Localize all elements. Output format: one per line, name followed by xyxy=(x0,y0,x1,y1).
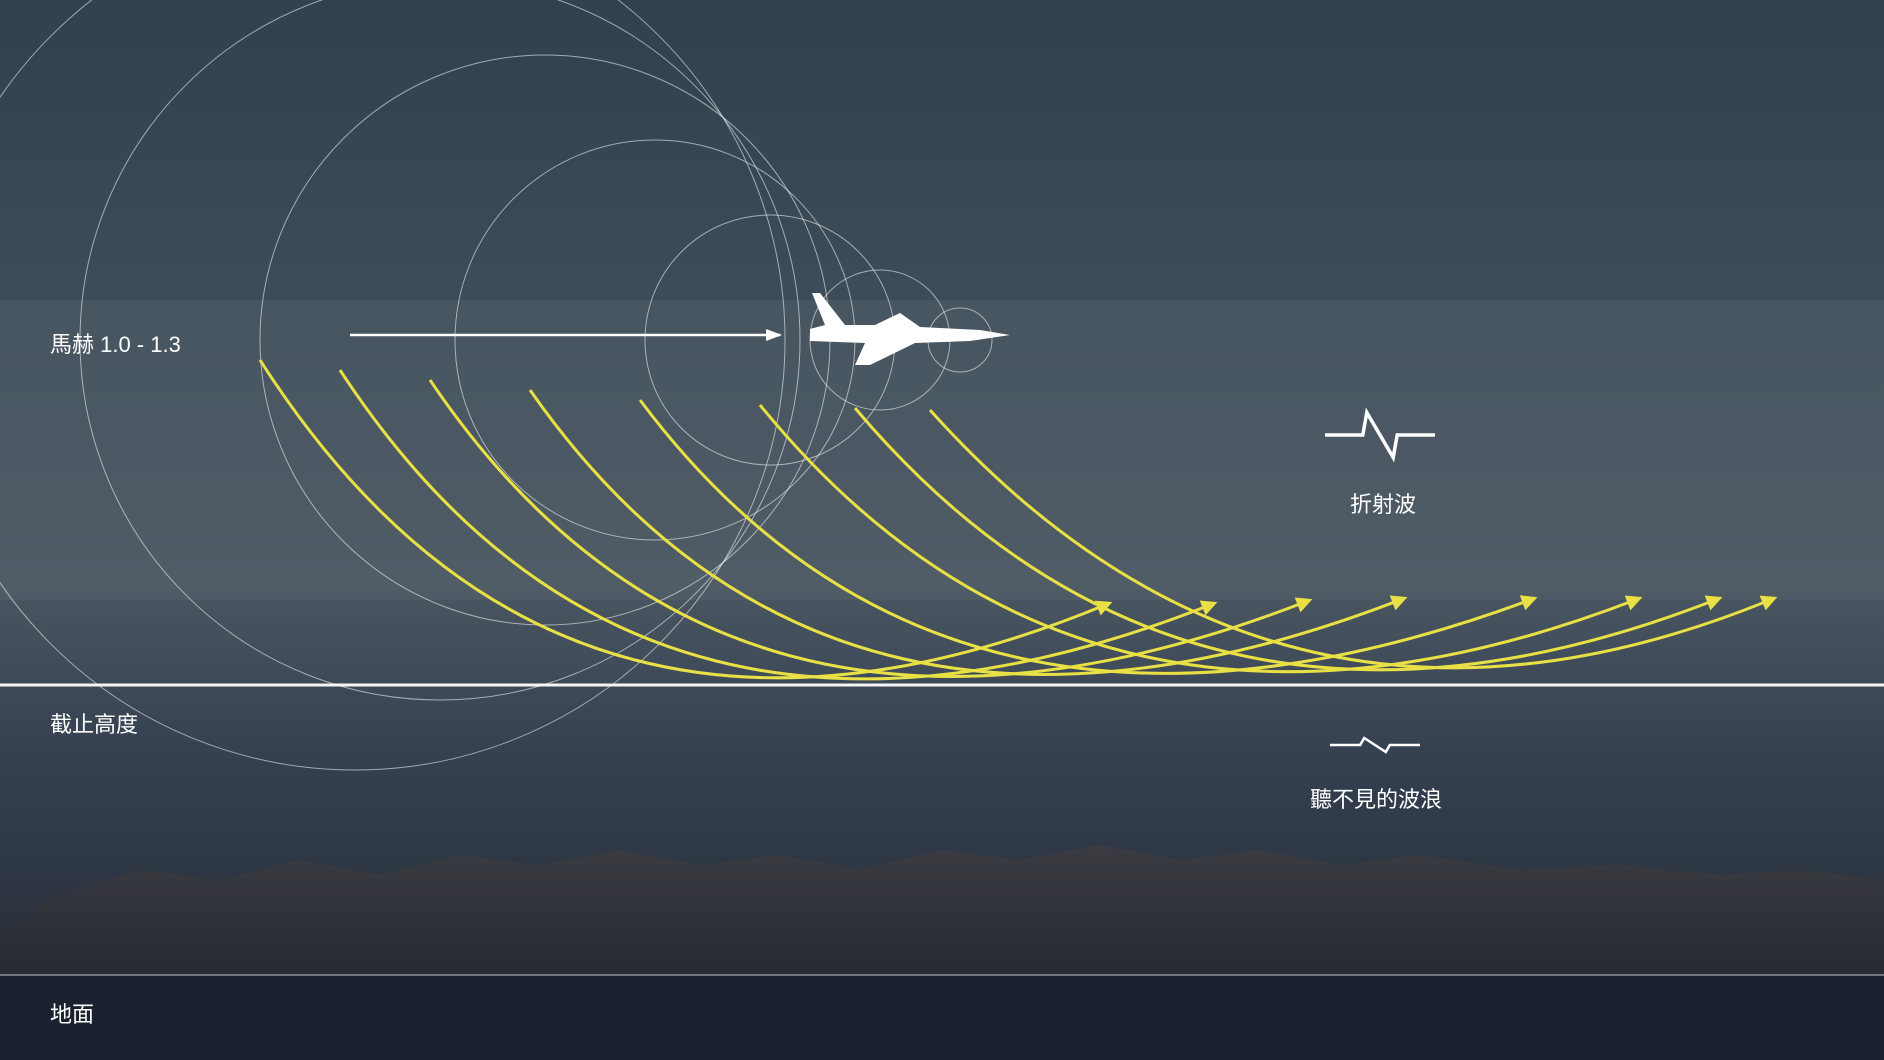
ground-plain xyxy=(0,975,1884,1060)
ground-label: 地面 xyxy=(50,997,94,1029)
mach-label: 馬赫 1.0 - 1.3 xyxy=(50,327,181,359)
inaudible-wave-label: 聽不見的波浪 xyxy=(1310,782,1442,814)
diagram-canvas xyxy=(0,0,1884,1060)
cutoff-altitude-label: 截止高度 xyxy=(50,707,138,739)
refracted-wave-label: 折射波 xyxy=(1350,487,1416,519)
